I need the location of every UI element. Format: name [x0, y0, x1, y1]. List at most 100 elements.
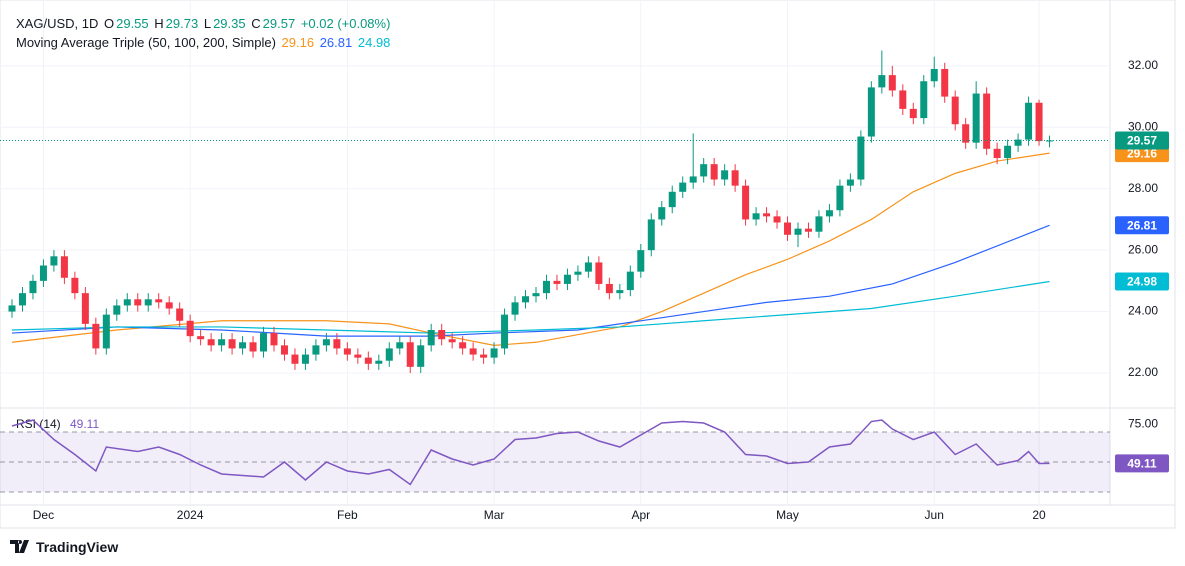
candle-body — [773, 216, 781, 223]
candle-body — [909, 108, 917, 119]
ma-value: 26.81 — [319, 35, 353, 50]
candle-body — [301, 354, 309, 364]
candle-body — [983, 93, 991, 149]
candle-body — [563, 274, 571, 284]
candle-body — [626, 271, 634, 291]
candle-body — [522, 296, 530, 303]
candle-body — [469, 348, 477, 355]
candle-body — [260, 333, 268, 352]
ohlc-label: O — [103, 16, 115, 31]
x-tick-label: Mar — [484, 508, 505, 522]
ohlc-value: 29.57 — [262, 16, 296, 31]
brand-name: TradingView — [36, 539, 119, 555]
y-tick-label: 24.00 — [1128, 304, 1158, 318]
ohlc-value: 29.35 — [213, 16, 246, 31]
candle-body — [689, 176, 697, 183]
ma-badge: 29.16 — [1127, 146, 1157, 160]
x-tick-label: Apr — [631, 508, 650, 522]
candle-body — [1014, 139, 1022, 146]
candle-body — [815, 216, 823, 232]
moving-average — [11, 280, 1050, 334]
candle-body — [438, 329, 446, 340]
candle-body — [595, 262, 603, 284]
candle-body — [490, 348, 498, 358]
candle-body — [239, 342, 247, 349]
ohlc-value: 29.55 — [116, 16, 149, 31]
x-tick-label: Feb — [337, 508, 358, 522]
candle-body — [343, 348, 351, 355]
x-tick-label: Dec — [33, 508, 54, 522]
candle-body — [155, 299, 163, 303]
y-tick-label: 32.00 — [1128, 58, 1158, 72]
candle-body — [50, 256, 58, 266]
candle-body — [763, 213, 771, 217]
candle-body — [721, 170, 729, 180]
candle-body — [417, 345, 425, 367]
candle-body — [742, 185, 750, 220]
ma-badge: 26.81 — [1127, 218, 1157, 232]
ma-value: 24.98 — [357, 35, 391, 50]
rsi-line — [11, 419, 1050, 486]
candle-body — [920, 81, 928, 119]
candle-body — [406, 342, 414, 367]
rsi-tick-label: 75.00 — [1128, 417, 1158, 431]
candle-body — [794, 228, 802, 235]
ma-value: 29.16 — [281, 35, 315, 50]
candle-body — [448, 339, 456, 343]
candle-body — [322, 339, 330, 346]
x-tick-label: May — [776, 508, 799, 522]
candle-body — [668, 191, 676, 208]
candle-body — [553, 280, 561, 284]
ohlc-value: 29.73 — [165, 16, 199, 31]
brand: TradingView — [10, 539, 118, 555]
candle-body — [700, 164, 708, 177]
candle-body — [930, 68, 938, 82]
candle-body — [962, 124, 970, 143]
moving-average — [11, 152, 1050, 346]
candle-body — [459, 342, 467, 349]
candle-body — [113, 305, 121, 315]
candle-body — [18, 293, 26, 306]
ma-badge-bg — [1115, 216, 1169, 235]
candle-body — [134, 299, 142, 306]
candle-body — [804, 228, 812, 232]
symbol: XAG/USD, 1D — [16, 16, 99, 31]
candle-body — [605, 283, 613, 294]
x-tick-label: 2024 — [177, 508, 204, 522]
candle-body — [867, 87, 875, 137]
candle-body — [8, 305, 16, 312]
y-tick-label: 28.00 — [1128, 181, 1158, 195]
candle-body — [825, 210, 833, 217]
candle-body — [102, 314, 110, 349]
candle-body — [270, 333, 278, 346]
price-badge: 29.57 — [1127, 134, 1157, 148]
change: +0.02 (+0.08%) — [300, 16, 391, 31]
candle-body — [427, 329, 435, 346]
candle-body — [71, 277, 79, 294]
candle-body — [165, 302, 173, 309]
candle-body — [385, 348, 393, 361]
candle-body — [186, 320, 194, 337]
candle-body — [501, 314, 509, 349]
candle-body — [354, 354, 362, 358]
candle-body — [951, 96, 959, 125]
x-tick-label: 20 — [1032, 508, 1046, 522]
candle-body — [333, 339, 341, 349]
candle-body — [899, 90, 907, 109]
rsi-badge-bg — [1115, 454, 1169, 473]
candle-body — [39, 265, 47, 281]
candle-body — [972, 93, 980, 143]
ohlc-label: C — [251, 16, 261, 31]
candle-body — [532, 293, 540, 297]
candle-body — [888, 75, 896, 91]
candle-body — [312, 345, 320, 355]
candle-body — [584, 262, 592, 272]
candle-body — [1046, 140, 1054, 142]
candle-body — [396, 342, 404, 349]
candle-body — [679, 182, 687, 192]
candle-body — [993, 148, 1001, 159]
candle-body — [658, 207, 666, 220]
candle-body — [542, 280, 550, 294]
ohlc-label: L — [203, 16, 212, 31]
